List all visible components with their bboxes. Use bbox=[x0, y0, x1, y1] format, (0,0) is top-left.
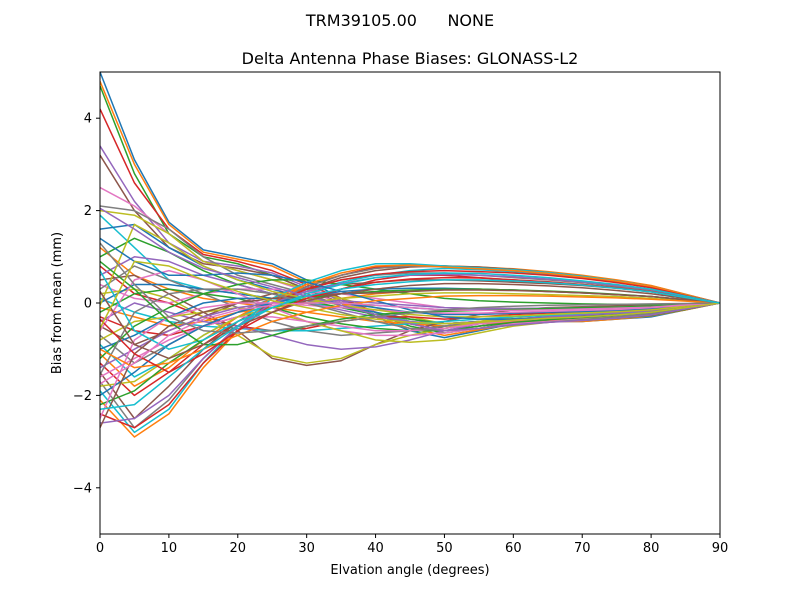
x-tick-label: 20 bbox=[230, 541, 247, 556]
series-line-44 bbox=[100, 269, 720, 429]
series-line-60 bbox=[100, 279, 720, 411]
y-axis: −4 −2 0 2 4 bbox=[73, 112, 100, 496]
y-tick-label: 0 bbox=[84, 297, 92, 312]
y-tick-label: 4 bbox=[84, 112, 92, 127]
x-tick-label: 30 bbox=[298, 541, 315, 556]
x-axis: 0 10 20 30 40 50 60 70 80 90 bbox=[96, 534, 728, 556]
chart-title: Delta Antenna Phase Biases: GLONASS-L2 bbox=[242, 49, 579, 68]
series-line-49 bbox=[100, 223, 720, 318]
series-line-50 bbox=[100, 270, 720, 350]
series-line-55 bbox=[100, 207, 720, 332]
x-tick-label: 0 bbox=[96, 541, 104, 556]
series-line-46 bbox=[100, 289, 720, 429]
y-tick-label: −4 bbox=[73, 481, 92, 496]
y-tick-label: 2 bbox=[84, 204, 92, 219]
x-tick-label: 90 bbox=[712, 541, 729, 556]
x-tick-label: 40 bbox=[367, 541, 384, 556]
x-tick-label: 80 bbox=[643, 541, 660, 556]
series-line-58 bbox=[100, 242, 720, 334]
series-line-57 bbox=[100, 302, 720, 385]
series-line-25 bbox=[100, 302, 720, 350]
series-line-45 bbox=[100, 273, 720, 424]
y-axis-label: Bias from mean (mm) bbox=[50, 232, 65, 374]
series-line-42 bbox=[100, 264, 720, 438]
x-axis-label: Elvation angle (degrees) bbox=[330, 563, 489, 578]
x-tick-label: 50 bbox=[436, 541, 453, 556]
series-line-48 bbox=[100, 288, 720, 375]
series-layer bbox=[100, 72, 720, 438]
x-tick-label: 60 bbox=[505, 541, 522, 556]
series-line-39 bbox=[100, 292, 720, 387]
y-tick-label: −2 bbox=[73, 389, 92, 404]
series-line-59 bbox=[100, 260, 720, 329]
x-tick-label: 10 bbox=[161, 541, 178, 556]
series-line-56 bbox=[100, 282, 720, 360]
x-tick-label: 70 bbox=[574, 541, 591, 556]
chart-suptitle: TRM39105.00 NONE bbox=[305, 11, 494, 30]
